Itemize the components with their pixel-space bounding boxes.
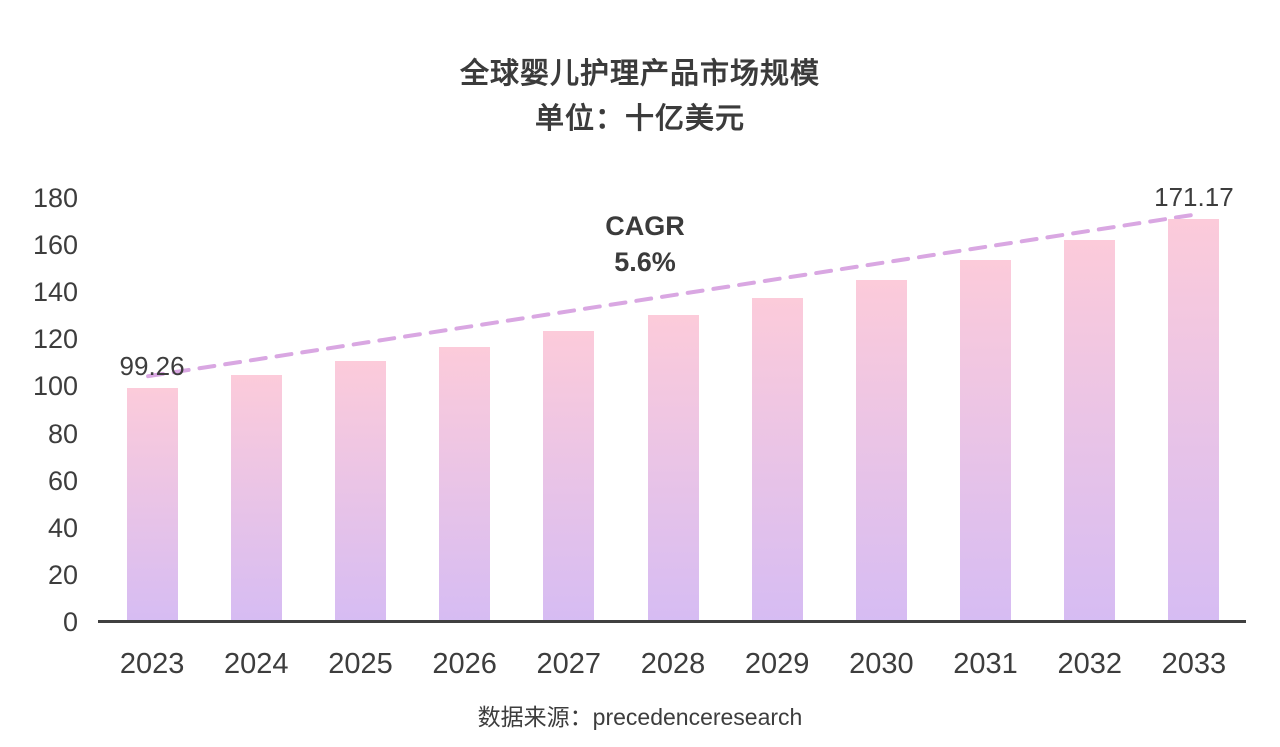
chart-title-block: 全球婴儿护理产品市场规模 单位：十亿美元: [0, 52, 1280, 142]
y-axis-tick-label: 120: [32, 324, 78, 355]
data-label-2033: 171.17: [1154, 181, 1234, 212]
bar-2032: [1064, 240, 1116, 622]
data-label-2023: 99.26: [119, 351, 185, 382]
bar-2027: [543, 331, 595, 622]
bar-2030: [855, 279, 907, 622]
x-axis-tick-label: 2025: [328, 648, 393, 680]
y-axis-tick-label: 80: [47, 418, 78, 449]
x-axis-tick-label: 2023: [119, 648, 185, 680]
x-axis-tick-label: 2028: [640, 648, 706, 680]
y-axis-tick-label: 140: [32, 277, 78, 308]
bar-2028: [647, 314, 699, 622]
y-axis-tick-label: 180: [32, 183, 78, 213]
bar-2024: [230, 375, 282, 622]
x-axis-tick-label: 2027: [536, 648, 602, 680]
bar-2023: [126, 388, 178, 622]
x-axis-tick-label: 2030: [849, 648, 914, 680]
x-axis-tick-label: 2031: [953, 648, 1018, 680]
y-axis-tick-label: 160: [32, 230, 78, 261]
y-axis-tick-label: 0: [62, 607, 78, 637]
x-axis-tick-label: 2029: [744, 648, 810, 680]
bar-2029: [751, 297, 803, 622]
x-axis-line: [98, 620, 1246, 623]
x-axis-tick-label: 2026: [432, 648, 497, 680]
y-axis-tick-label: 40: [47, 512, 78, 543]
bar-2025: [334, 361, 386, 622]
x-axis-tick-label: 2033: [1161, 648, 1227, 680]
cagr-value: 5.6%: [614, 247, 676, 277]
y-axis-tick-label: 60: [47, 465, 78, 496]
cagr-annotation: CAGR 5.6%: [605, 208, 685, 280]
bar-2033: [1168, 218, 1220, 622]
bar-2031: [960, 260, 1012, 622]
x-axis-tick-label: 2024: [224, 648, 289, 680]
y-axis-tick-label: 100: [32, 371, 78, 402]
source-caption: 数据来源：precedenceresearch: [477, 704, 803, 730]
x-axis-tick-label: 2032: [1057, 648, 1122, 680]
chart-subtitle: 单位：十亿美元: [534, 103, 745, 135]
y-axis-tick-label: 20: [47, 559, 78, 590]
chart-title: 全球婴儿护理产品市场规模: [459, 58, 820, 90]
cagr-label: CAGR: [605, 211, 685, 241]
bar-2026: [439, 346, 491, 622]
